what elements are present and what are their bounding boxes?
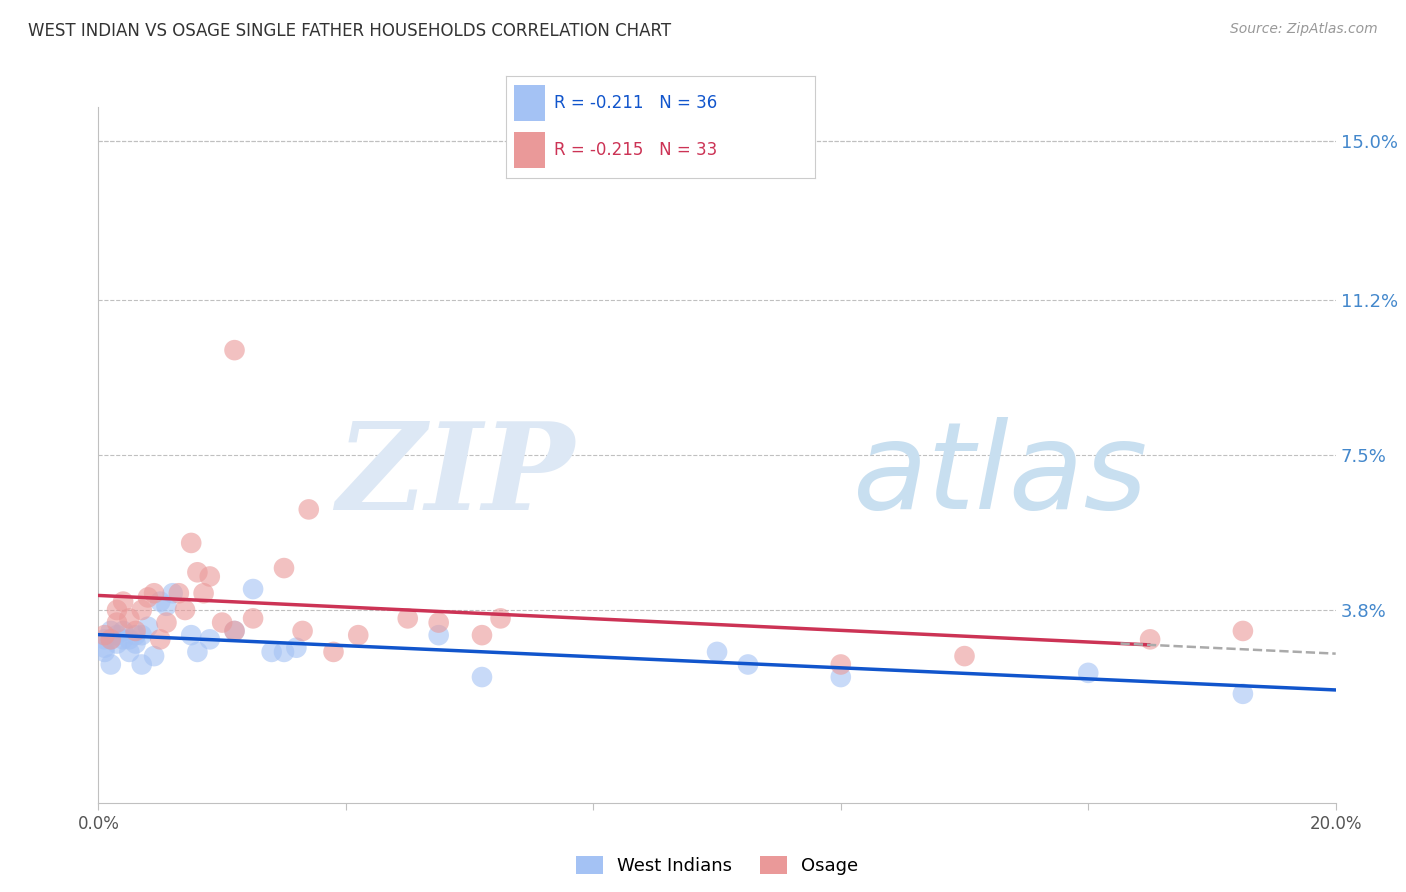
Point bbox=[149, 594, 172, 608]
Point bbox=[155, 615, 177, 630]
Point bbox=[224, 343, 246, 358]
Point bbox=[105, 603, 128, 617]
Point bbox=[180, 536, 202, 550]
Point bbox=[291, 624, 314, 638]
Point bbox=[93, 640, 115, 655]
Point bbox=[396, 611, 419, 625]
Point bbox=[1232, 624, 1254, 638]
Point bbox=[174, 603, 197, 617]
Point bbox=[242, 611, 264, 625]
FancyBboxPatch shape bbox=[513, 132, 544, 168]
Point bbox=[93, 628, 115, 642]
Point bbox=[100, 632, 122, 647]
Text: ZIP: ZIP bbox=[336, 417, 575, 535]
Point bbox=[298, 502, 321, 516]
Point bbox=[273, 645, 295, 659]
Text: atlas: atlas bbox=[853, 417, 1149, 534]
Point bbox=[93, 645, 115, 659]
Point bbox=[131, 628, 153, 642]
Point bbox=[105, 615, 128, 630]
Point bbox=[322, 645, 344, 659]
FancyBboxPatch shape bbox=[513, 85, 544, 121]
Text: Source: ZipAtlas.com: Source: ZipAtlas.com bbox=[1230, 22, 1378, 37]
Point bbox=[100, 624, 122, 638]
Point bbox=[162, 586, 184, 600]
Point bbox=[186, 566, 208, 580]
Point bbox=[1139, 632, 1161, 647]
Point bbox=[186, 645, 208, 659]
Point bbox=[224, 624, 246, 638]
Point bbox=[1077, 665, 1099, 680]
Point bbox=[706, 645, 728, 659]
Point bbox=[112, 632, 135, 647]
Point bbox=[953, 649, 976, 664]
Point bbox=[131, 657, 153, 672]
Point bbox=[149, 632, 172, 647]
Point bbox=[105, 628, 128, 642]
Point bbox=[260, 645, 283, 659]
Point bbox=[143, 586, 166, 600]
Point bbox=[285, 640, 308, 655]
Point bbox=[136, 620, 159, 634]
Text: R = -0.215   N = 33: R = -0.215 N = 33 bbox=[554, 141, 717, 159]
Text: WEST INDIAN VS OSAGE SINGLE FATHER HOUSEHOLDS CORRELATION CHART: WEST INDIAN VS OSAGE SINGLE FATHER HOUSE… bbox=[28, 22, 671, 40]
Point bbox=[118, 645, 141, 659]
Point bbox=[198, 632, 221, 647]
Point bbox=[100, 657, 122, 672]
Point bbox=[242, 582, 264, 596]
Point bbox=[124, 624, 146, 638]
Point bbox=[830, 657, 852, 672]
Point bbox=[737, 657, 759, 672]
Point bbox=[224, 624, 246, 638]
Point bbox=[136, 591, 159, 605]
Point bbox=[124, 636, 146, 650]
Point bbox=[105, 636, 128, 650]
Point bbox=[118, 632, 141, 647]
Point bbox=[143, 649, 166, 664]
Point bbox=[112, 594, 135, 608]
Point bbox=[830, 670, 852, 684]
Point bbox=[93, 632, 115, 647]
Point bbox=[347, 628, 370, 642]
Point bbox=[155, 599, 177, 613]
Point bbox=[131, 603, 153, 617]
Point bbox=[180, 628, 202, 642]
Point bbox=[118, 611, 141, 625]
Point bbox=[193, 586, 215, 600]
Point bbox=[273, 561, 295, 575]
Point bbox=[1232, 687, 1254, 701]
Point bbox=[427, 615, 450, 630]
Point bbox=[427, 628, 450, 642]
Point bbox=[471, 628, 494, 642]
Point bbox=[167, 586, 190, 600]
Point bbox=[112, 624, 135, 638]
Point bbox=[211, 615, 233, 630]
Point bbox=[198, 569, 221, 583]
Point bbox=[489, 611, 512, 625]
Point bbox=[100, 632, 122, 647]
Point bbox=[124, 628, 146, 642]
Text: R = -0.211   N = 36: R = -0.211 N = 36 bbox=[554, 94, 717, 112]
Legend: West Indians, Osage: West Indians, Osage bbox=[567, 847, 868, 884]
Point bbox=[471, 670, 494, 684]
